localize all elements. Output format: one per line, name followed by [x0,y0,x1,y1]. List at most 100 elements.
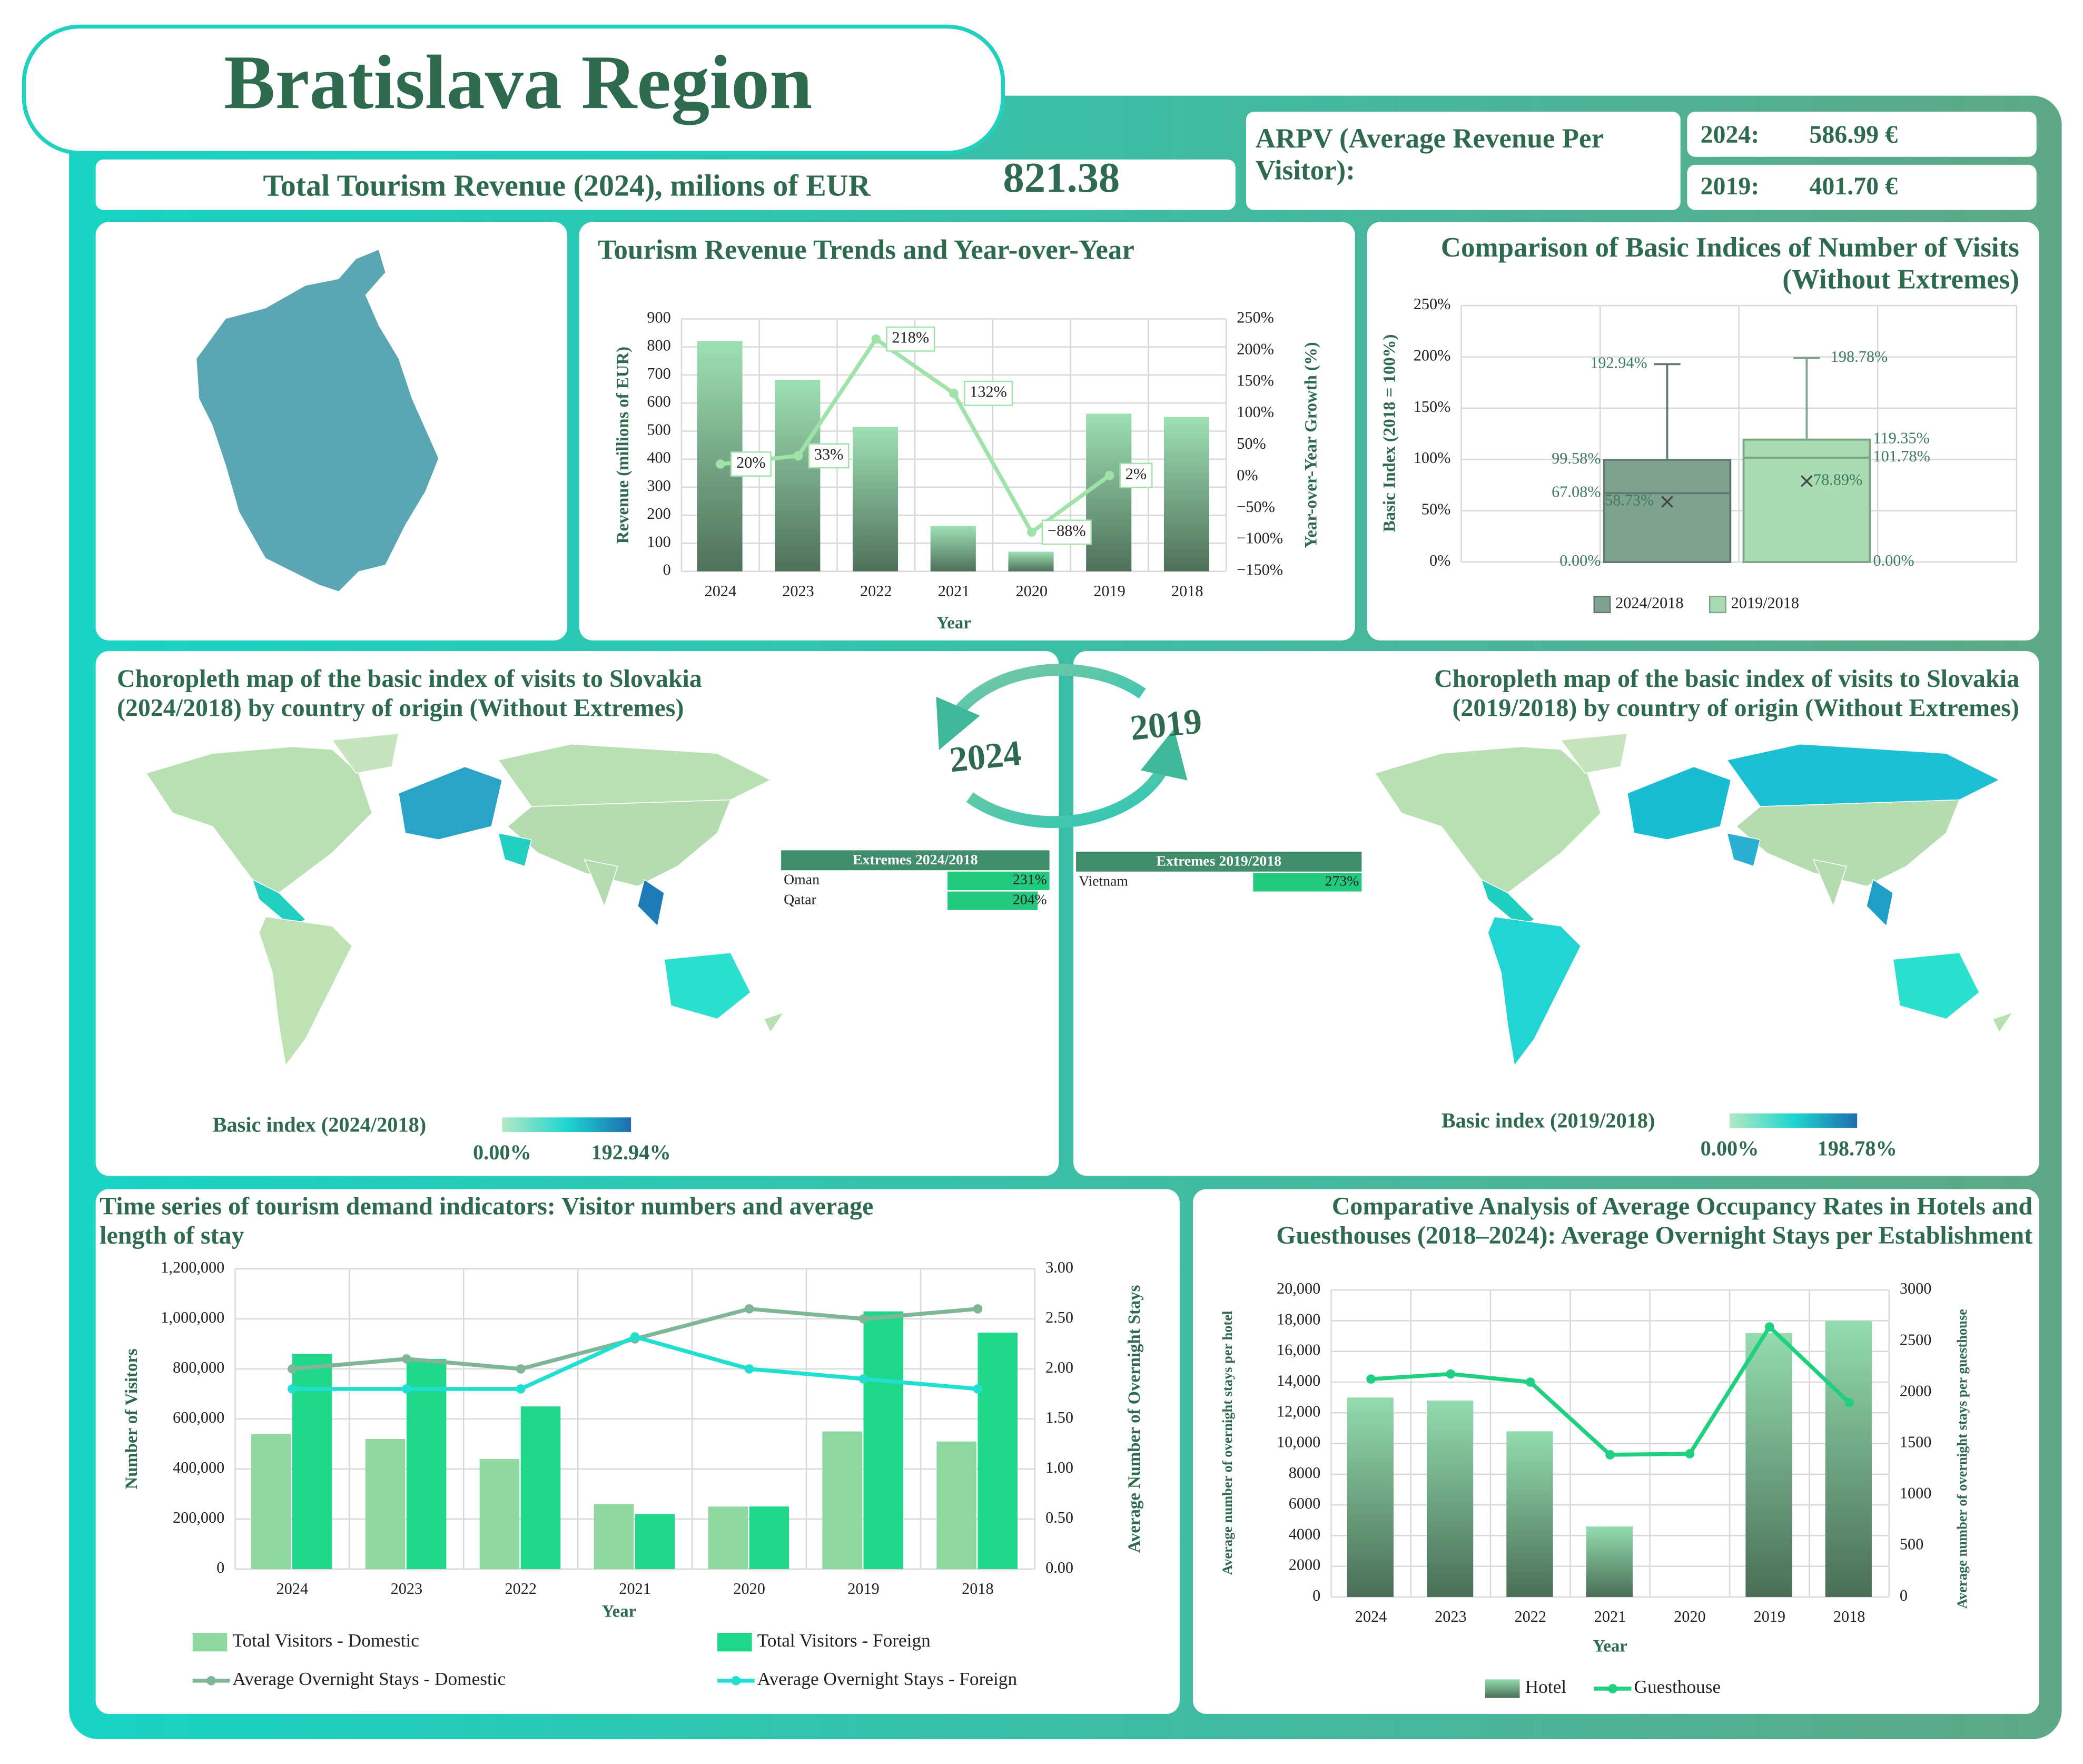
y-tick-label: 12,000 [1277,1402,1320,1420]
arpv-year: 2019: [1701,172,1760,200]
x-tick-label: 2018 [962,1580,994,1598]
line-marker [516,1384,526,1394]
y2-tick-label: 1000 [1900,1484,1932,1502]
scale-label: 0.00% [473,1140,531,1164]
bar [852,427,899,571]
y-tick-label: 2000 [1289,1556,1321,1574]
x-tick-label: 2023 [1435,1608,1467,1625]
data-label: 58.73% [1605,491,1654,509]
legend-label: Hotel [1525,1677,1567,1697]
y-tick-label: 200% [1414,347,1451,364]
bar [594,1504,634,1569]
data-label: 0.00% [1873,551,1914,569]
legend-title: Basic index (2019/2018) [1442,1109,1655,1132]
x-tick-label: 2024 [277,1580,309,1598]
y2-tick-label: 1.50 [1045,1408,1073,1426]
country-region [1726,832,1761,867]
data-label-box [1119,462,1153,488]
y2-tick-label: 200% [1237,340,1274,358]
table-header [781,850,1050,871]
y-tick-label: 900 [647,308,670,326]
panel [95,1189,1180,1714]
x-tick-label: 2024 [1355,1608,1387,1625]
chart-title: Time series of tourism demand indicators… [100,1193,874,1250]
country-region [1992,1011,2014,1033]
revenue-box [95,159,1236,210]
y-tick-label: 1,200,000 [161,1258,224,1276]
chart-title-box: Comparative Analysis of Average Occupanc… [1276,1193,2032,1250]
bar [978,1333,1018,1569]
y2-tick-label: 0% [1237,466,1258,484]
y-tick-label: 6000 [1289,1494,1321,1512]
y-tick-label: 300 [647,477,670,495]
box [1603,459,1732,563]
bar [936,1441,976,1569]
x-tick-label: 2023 [782,582,814,600]
cycle-arrow [966,728,1188,828]
x-tick-label: 2018 [1171,582,1203,600]
y2-tick-label: 1500 [1900,1433,1932,1451]
legend-label: Average Overnight Stays - Foreign [757,1669,1018,1689]
data-label: 78.89% [1813,470,1862,488]
region-map [196,250,439,592]
y-axis-title: Average number of overnight stays per ho… [1219,1311,1235,1575]
line-marker [858,1374,868,1384]
bar [863,1311,904,1569]
y-tick-label: 1,000,000 [161,1308,224,1326]
country-region [1735,799,1960,887]
y2-tick-label: 250% [1237,308,1274,326]
data-label: 0.00% [1559,551,1601,569]
y-axis-title: Number of Visitors [122,1348,141,1489]
mean-marker [1801,475,1813,487]
y-tick-label: 50% [1421,500,1450,518]
legend-swatch [1608,1684,1617,1693]
line-marker [402,1384,411,1394]
legend-swatch [1485,1679,1520,1698]
chart-title: Choropleth map of the basic index of vis… [116,665,702,723]
data-label-box [886,326,935,352]
line-marker [744,1364,754,1374]
y-tick-label: 10,000 [1277,1433,1320,1451]
chart-title: Comparison of Basic Indices of Number of… [1440,231,2019,295]
y-tick-label: 14,000 [1277,1372,1320,1389]
y2-tick-label: 50% [1237,435,1266,452]
data-label: 132% [970,383,1007,401]
data-label: −88% [1048,521,1086,539]
line-marker [973,1304,983,1314]
legend-swatch [1593,596,1611,614]
legend-label: 2019/2018 [1731,594,1799,612]
bar [635,1514,675,1569]
arpv-value: 586.99 € [1809,121,1898,149]
panel [1367,222,2039,640]
arpv-year: 2024: [1701,121,1760,149]
y-tick-label: 600 [647,392,670,410]
bar [479,1458,520,1569]
legend-label: 2024/2018 [1615,594,1683,612]
data-label-box [1041,519,1092,545]
mean-marker [1661,496,1673,508]
country-region [1374,746,1602,893]
legend-title: Basic index (2024/2018) [213,1112,427,1136]
cycle-arrow [936,664,1146,750]
color-scale [502,1117,631,1132]
country-region [145,746,373,893]
x-tick-label: 2019 [1093,582,1126,600]
y2-axis-title: Average Number of Overnight Stays [1125,1285,1144,1553]
y2-tick-label: 0 [1900,1586,1908,1604]
x-tick-label: 2019 [1753,1608,1785,1625]
arpv-row-box [1687,164,2037,210]
country-region [763,1011,785,1033]
bar [749,1506,789,1569]
y-tick-label: 100% [1414,449,1451,467]
line-marker [1844,1398,1854,1407]
bar [251,1434,291,1569]
line-marker [1104,470,1114,480]
bar [1086,413,1132,571]
line-marker [1525,1377,1535,1387]
country-region [1892,952,1980,1020]
data-label: 101.78% [1873,447,1930,465]
extreme-bar [1253,873,1362,892]
bar [1426,1401,1474,1597]
scale-label: 198.78% [1818,1137,1897,1160]
